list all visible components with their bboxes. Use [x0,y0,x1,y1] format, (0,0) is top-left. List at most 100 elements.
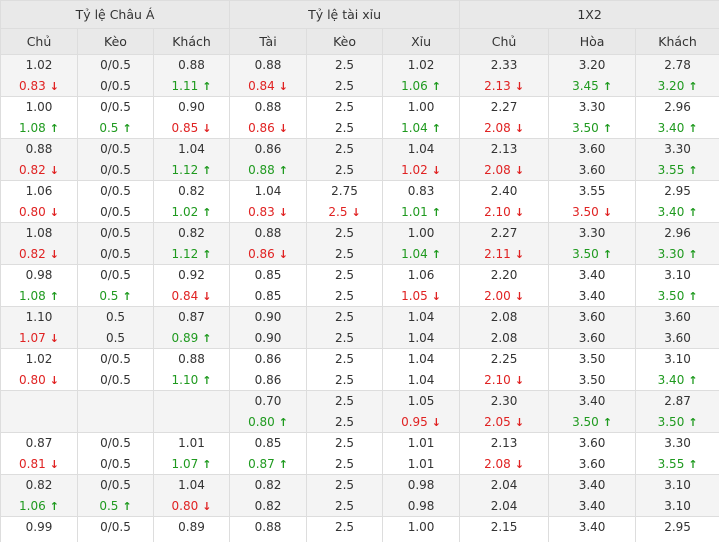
odds-opening-value: 2.5 [334,58,355,72]
odds-opening-value: 0.98 [25,268,53,282]
odds-opening-value: 0/0.5 [100,352,131,366]
arrow-down-icon: ↓ [514,457,525,471]
table-row: 0.98 1.08 ↑ 0/0.5 0.5 ↑ 0.92 0.84 ↓ 0.85 0.85 2.5 2.… [0,264,719,307]
odds-current-value: 2.10 [484,372,511,387]
odds-current-value: 3.50 [572,120,599,135]
odds-opening-value: 2.95 [664,520,691,534]
odds-current-value-line: 3.50↑ [637,538,719,542]
odds-current-value-line [155,412,229,432]
odds-cell-away: 1.04 1.12 ↑ [152,138,231,181]
odds-cell-1x2-home: 2.08 2.08 [459,306,550,349]
odds-opening-value: 0.82 [25,478,53,492]
odds-current-value-line: 1.11 ↑ [155,76,229,96]
odds-cell-home: 1.02 0.83 ↓ [0,54,78,97]
odds-opening-value: 3.40 [578,394,606,408]
arrow-down-icon: ↓ [514,121,525,135]
odds-cell-under: 1.04 1.04 [382,348,461,391]
odds-opening-value: 2.5 [334,478,355,492]
odds-current-value: 0.81 [248,541,275,542]
odds-current-value-line: 3.55 ↑ [637,454,719,474]
odds-opening-value: 0.88 [254,226,282,240]
odds-current-value-line: 0/0.5 [79,370,153,390]
odds-cell-away: 0.82 1.12 ↑ [152,222,231,265]
arrow-down-icon: ↓ [49,331,59,345]
odds-current-value: 2.5 [334,372,355,387]
odds-cell-home: 0.82 1.06 ↑ [0,474,78,517]
odds-cell-line: 2.52.5 [306,516,384,542]
odds-current-value-line: 1.12 ↑ [155,160,229,180]
odds-current-value: 0.80 [19,204,46,219]
odds-cell-under: 1.02 1.06 ↑ [382,54,461,97]
odds-current-value: 2.5 [334,162,355,177]
odds-opening-value: 2.5 [334,310,355,324]
odds-cell-1x2-home: 2.04 2.04 [459,474,550,517]
arrow-up-icon: ↑ [688,457,698,471]
odds-current-value: 3.45 [572,78,599,93]
odds-current-value: 0.89 [171,330,199,345]
odds-current-value: 1.07 [171,456,199,471]
odds-current-value-line: 0.80 ↓ [2,202,77,222]
odds-opening-value [155,392,229,412]
odds-current-value-line: 0.89 ↑ [155,328,229,348]
odds-cell-handicap [77,390,154,433]
odds-current-value-line: 0.5 [79,328,153,348]
odds-cell-handicap: 0/0.5 0.5↑ [77,264,154,307]
odds-opening-value: 3.20 [578,58,606,72]
odds-current-value-line: 3.50↑ [637,412,719,432]
arrow-up-icon: ↑ [602,79,613,93]
odds-opening-value [2,392,77,412]
odds-opening-value: 0.88 [254,58,282,72]
arrow-down-icon: ↓ [514,205,525,219]
odds-cell-away: 0.92 0.84 ↓ [152,264,231,307]
odds-opening-value: 0.82 [178,226,205,240]
odds-current-value: 2.11 [484,246,511,261]
arrow-up-icon: ↑ [688,289,698,303]
odds-current-value-line: 3.60 [637,328,719,348]
group-header-over-under: Tỷ lệ tài xỉu [229,0,461,29]
odds-current-value: 1.11 [171,78,199,93]
odds-current-value: 0.84 [248,78,275,93]
col-header-away: Khách [152,28,231,55]
odds-cell-1x2-home: 2.13 2.08 ↓ [459,138,550,181]
odds-cell-handicap: 0/0.5 0.5↑ [77,96,154,139]
odds-current-value-line: 2.5 [308,328,382,348]
odds-cell-draw: 3.40 3.40 [548,264,637,307]
odds-opening-value: 2.25 [490,352,518,366]
odds-cell-over: 0.88 0.81↓ [229,516,308,542]
odds-cell-home: 1.10 1.07 ↓ [0,306,78,349]
odds-cell-over: 0.85 0.85 [229,264,308,307]
odds-opening-value: 0.90 [178,100,205,114]
odds-cell-1x2-away: 3.10 3.40 ↑ [635,348,719,391]
odds-cell-1x2-away: 3.30 3.55 ↑ [635,432,719,475]
odds-opening-value: 0/0.5 [100,226,131,240]
odds-current-value: 1.00 [408,541,435,542]
odds-cell-home: 0.87 0.81 ↓ [0,432,78,475]
odds-cell-over: 0.86 0.86 [229,348,308,391]
odds-opening-value: 0/0.5 [100,100,131,114]
odds-current-value-line: 0.81↓ [231,538,306,542]
arrow-down-icon: ↓ [514,79,525,93]
odds-current-value: 3.50 [572,541,599,542]
odds-cell-away: 0.90 0.85 ↓ [152,96,231,139]
odds-current-value-line: 0.84 ↓ [155,286,229,306]
odds-opening-value: 2.33 [490,58,518,72]
odds-cell-home [0,390,78,433]
odds-current-value-line: 3.30 ↑ [637,244,719,264]
odds-current-value: 0.87 [248,456,275,471]
odds-current-value-line: 1.04 ↑ [384,118,459,138]
odds-current-value: 3.10 [664,498,691,513]
odds-current-value-line: 0.5↑ [79,538,153,542]
odds-opening-value: 1.02 [25,352,53,366]
arrow-down-icon: ↓ [202,499,212,513]
arrow-up-icon: ↑ [688,205,698,219]
odds-cell-draw: 3.60 3.60 [548,306,637,349]
arrow-down-icon: ↓ [49,247,59,261]
odds-opening-value: 0.90 [254,310,282,324]
odds-cell-1x2-home: 2.27 2.11 ↓ [459,222,550,265]
odds-cell-home: 1.00 1.08 ↑ [0,96,78,139]
table-row: 0.88 0.82 ↓ 0/0.5 0/0.5 1.04 1.12 ↑ 0.86 0.88 ↑ 2.5… [0,138,719,181]
arrow-up-icon: ↑ [49,121,59,135]
